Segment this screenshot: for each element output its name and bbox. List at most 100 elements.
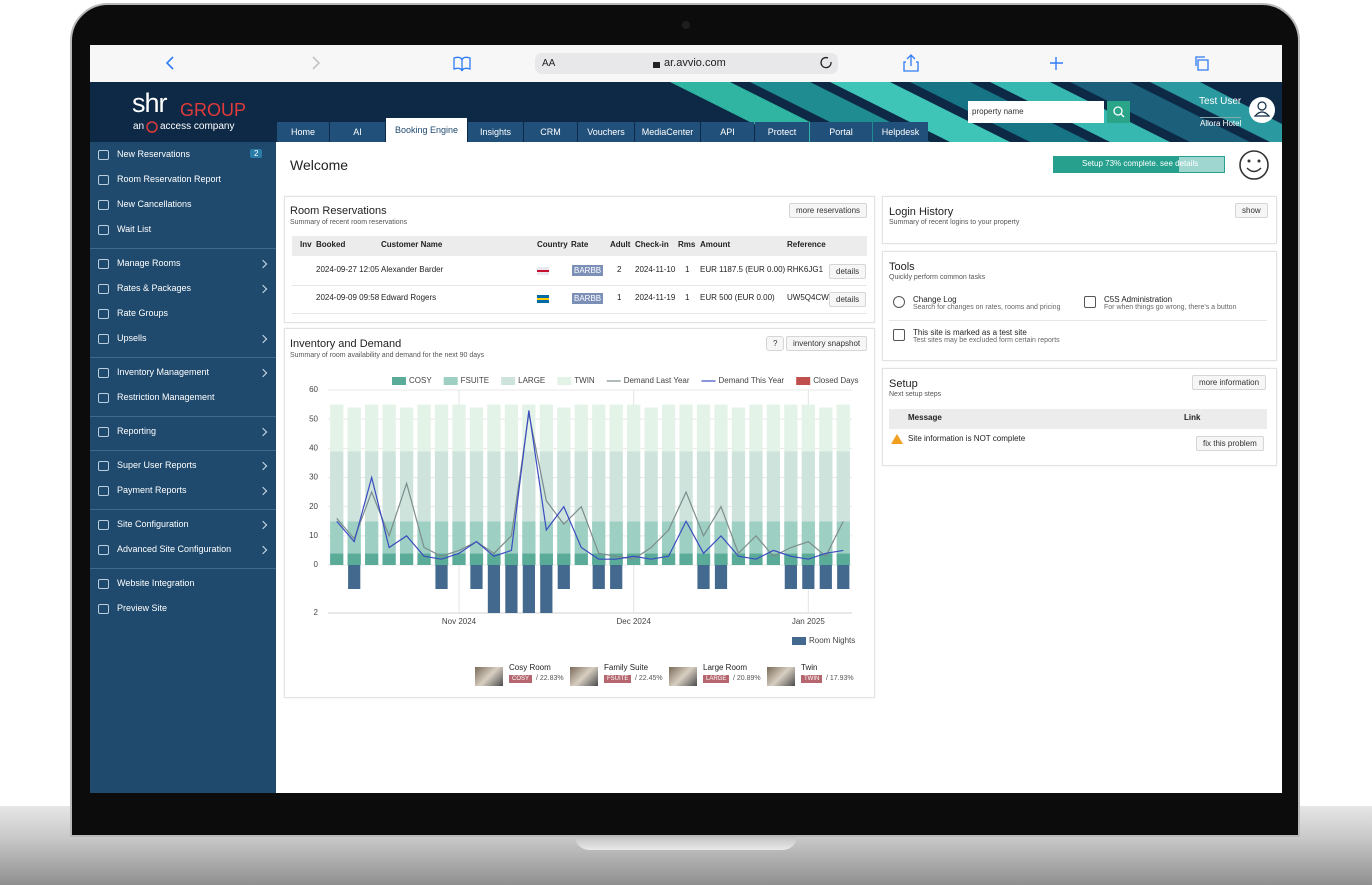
search-input[interactable]: property name — [968, 101, 1104, 123]
stacked-bar — [504, 521, 519, 554]
stacked-bar — [679, 451, 693, 522]
sidebar-item[interactable]: New Cancellations — [117, 199, 192, 209]
table-header: Adult — [610, 240, 631, 249]
details-button[interactable]: details — [829, 264, 867, 279]
legend-swatch — [796, 377, 811, 385]
table-cell: 2024-09-09 09:58 — [316, 293, 380, 302]
more-information-button[interactable]: more information — [1192, 375, 1267, 390]
sidebar-item[interactable]: Inventory Management — [117, 367, 210, 377]
stacked-bar — [592, 521, 606, 554]
stacked-bar — [347, 553, 361, 565]
sidebar-item[interactable]: Super User Reports — [117, 460, 197, 470]
more-reservations-button[interactable]: more reservations — [789, 203, 868, 218]
stacked-bar — [784, 404, 798, 452]
sidebar-item[interactable]: Rate Groups — [117, 308, 169, 318]
stacked-bar — [365, 404, 379, 452]
stacked-bar — [330, 521, 344, 554]
nav-tab[interactable]: Portal — [810, 122, 872, 142]
sidebar-icon — [98, 175, 109, 185]
sidebar-item[interactable]: Advanced Site Configuration — [117, 544, 232, 554]
nav-tab[interactable]: CRM — [524, 122, 577, 142]
room-nights-bar — [610, 565, 623, 589]
stacked-bar — [417, 553, 431, 565]
room-code: FSUITE — [604, 675, 632, 683]
nav-tab[interactable]: Home — [277, 122, 329, 142]
y-tick-label: 0 — [314, 560, 319, 569]
sidebar-item[interactable]: Upsells — [117, 333, 147, 343]
stacked-bar — [819, 521, 833, 554]
sidebar-item[interactable]: Manage Rooms — [117, 258, 181, 268]
tool-title[interactable]: Change Log — [913, 295, 957, 304]
sidebar-item[interactable]: Reporting — [117, 426, 157, 436]
y-tick-label: 30 — [309, 473, 318, 482]
stacked-bar — [347, 451, 361, 522]
nav-tab[interactable]: Helpdesk — [873, 122, 928, 142]
setup-message: Site information is NOT complete — [908, 434, 1026, 443]
stacked-bar — [557, 521, 571, 554]
tool-title[interactable]: This site is marked as a test site — [913, 328, 1027, 337]
fix-problem-button[interactable]: fix this problem — [1196, 436, 1264, 451]
stacked-bar — [679, 404, 693, 452]
stacked-bar — [365, 451, 379, 522]
help-button[interactable]: ? — [766, 336, 785, 351]
stacked-bar — [749, 451, 763, 522]
room-nights-bar — [784, 565, 797, 589]
table-header: Rate — [571, 240, 589, 249]
table-header: Reference — [787, 240, 826, 249]
url-field[interactable] — [535, 53, 838, 74]
sidebar-icon — [98, 150, 109, 160]
stacked-bar — [557, 407, 571, 452]
stacked-bar — [592, 451, 606, 522]
stacked-bar — [417, 521, 431, 554]
sidebar-item[interactable]: Wait List — [117, 224, 152, 234]
setup-status: Setup 73% complete. — [1082, 159, 1159, 168]
stacked-bar — [801, 404, 815, 452]
row-divider — [292, 285, 867, 286]
stacked-bar — [434, 451, 449, 522]
nav-tab[interactable]: AI — [330, 122, 385, 142]
tool-title[interactable]: C5S Administration — [1104, 295, 1173, 304]
y-tick-label: 40 — [309, 443, 318, 452]
y-tick-label: 10 — [309, 531, 318, 540]
stacked-bar — [574, 451, 588, 522]
table-cell: 1 — [685, 293, 690, 302]
sidebar-item[interactable]: Preview Site — [117, 603, 168, 613]
nav-tab[interactable]: Protect — [755, 122, 809, 142]
nav-tab[interactable]: API — [701, 122, 754, 142]
panel-subtitle: Quickly perform common tasks — [889, 274, 986, 281]
room-share: / 22.83% — [536, 675, 564, 682]
sidebar-item[interactable]: Website Integration — [117, 578, 195, 588]
room-name: Large Room — [703, 663, 748, 672]
stacked-bar — [330, 404, 344, 452]
sidebar-item[interactable]: Room Reservation Report — [117, 174, 222, 184]
sidebar-icon — [98, 368, 109, 378]
browser-url[interactable]: ar.avvio.com — [664, 57, 726, 69]
see-details-link[interactable]: see details — [1160, 159, 1199, 168]
nav-tab[interactable]: Vouchers — [578, 122, 634, 142]
sidebar-item[interactable]: Rates & Packages — [117, 283, 192, 293]
user-name[interactable]: Test User — [1199, 96, 1242, 107]
show-button[interactable]: show — [1235, 203, 1268, 218]
sidebar-item[interactable]: Payment Reports — [117, 485, 187, 495]
sidebar-item[interactable]: Restriction Management — [117, 392, 215, 402]
room-code: TWIN — [801, 675, 823, 683]
nav-tab[interactable]: Insights — [468, 122, 523, 142]
table-cell: 1 — [617, 293, 622, 302]
inventory-snapshot-button[interactable]: inventory snapshot — [786, 336, 868, 351]
y-tick-label: 60 — [309, 385, 318, 394]
sidebar-icon — [98, 520, 109, 530]
room-thumbnail — [570, 667, 598, 686]
sidebar-item[interactable]: Site Configuration — [117, 519, 189, 529]
browser-text-size[interactable]: AA — [542, 58, 556, 69]
nav-tab[interactable]: MediaCenter — [635, 122, 700, 142]
details-button[interactable]: details — [829, 292, 867, 307]
table-cell: EUR 500 (EUR 0.00) — [700, 293, 775, 302]
nav-tab[interactable]: Booking Engine — [386, 118, 467, 142]
sidebar-item[interactable]: New Reservations — [117, 149, 191, 159]
sidebar-icon — [98, 427, 109, 437]
sidebar-badge: 2 — [250, 149, 263, 158]
smiley[interactable] — [1238, 149, 1270, 181]
stacked-bar — [382, 451, 396, 522]
search-button[interactable] — [1107, 101, 1130, 123]
